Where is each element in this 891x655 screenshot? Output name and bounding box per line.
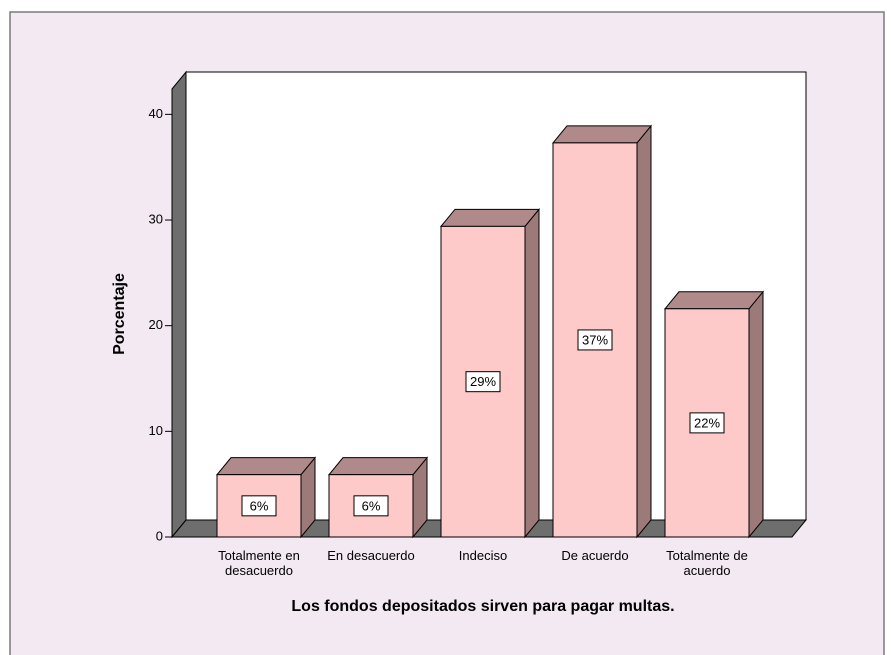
value-label: 22% xyxy=(694,415,720,430)
bar-side xyxy=(748,290,764,539)
value-label-box xyxy=(353,495,389,517)
y-tick-label: 40 xyxy=(149,106,163,121)
x-tick-label: De acuerdo xyxy=(561,548,629,563)
x-axis-title: Los fondos depositados sirven para pagar… xyxy=(291,598,674,615)
y-tick-label: 20 xyxy=(149,317,163,332)
value-label-box xyxy=(689,412,725,434)
x-tick-label: Totalmente en desacuerdo xyxy=(218,548,300,578)
value-label: 6% xyxy=(362,498,381,513)
y-tick-label: 10 xyxy=(149,423,163,438)
value-label-box xyxy=(577,329,613,351)
bar-top xyxy=(663,291,765,310)
value-label: 6% xyxy=(250,498,269,513)
value-label: 37% xyxy=(582,332,608,347)
x-tick-label: Indeciso xyxy=(458,548,508,563)
bar-side xyxy=(636,124,652,539)
side-wall xyxy=(171,70,187,539)
bar-top xyxy=(439,208,541,227)
bar-side xyxy=(524,207,540,539)
bar-top xyxy=(215,457,317,476)
bar-top xyxy=(327,457,429,476)
x-tick-label: En desacuerdo xyxy=(327,548,415,563)
y-axis-title: Porcentaje xyxy=(111,273,128,355)
bar-top xyxy=(551,125,653,144)
y-tick-label: 30 xyxy=(149,211,163,226)
x-tick-label: Totalmente de acuerdo xyxy=(666,548,748,578)
value-label-box xyxy=(465,371,501,393)
value-label: 29% xyxy=(470,374,496,389)
value-label-box xyxy=(241,495,277,517)
y-tick-label: 0 xyxy=(156,528,163,543)
